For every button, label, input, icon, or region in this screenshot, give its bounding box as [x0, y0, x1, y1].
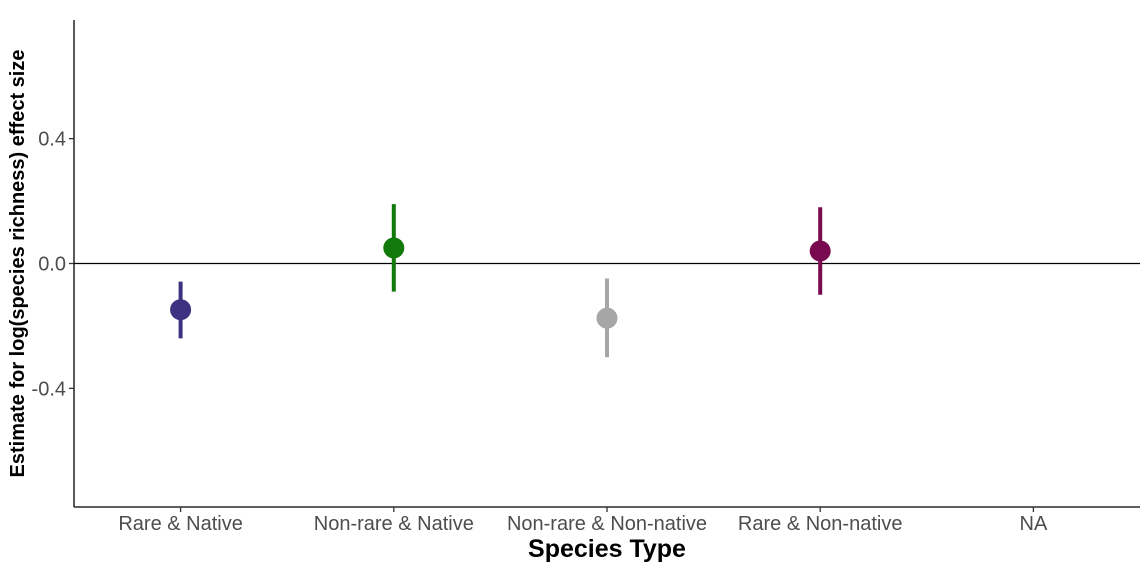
x-tick-label: Non-rare & Non-native [507, 513, 707, 535]
x-axis-title: Species Type [528, 535, 686, 563]
estimate-point [170, 299, 192, 321]
x-tick-label: Rare & Non-native [738, 513, 903, 535]
x-tick-label: NA [1020, 513, 1048, 535]
x-tick-label: Rare & Native [118, 513, 243, 535]
y-axis-ticks: -0.4 0.0 0.4 [32, 129, 74, 400]
y-tick-label: -0.4 [32, 378, 66, 400]
x-tick-label: Non-rare & Native [314, 513, 474, 535]
y-tick-label: 0.4 [38, 129, 66, 151]
estimate-point [383, 237, 405, 259]
estimate-point [809, 240, 831, 262]
x-axis-ticks: Rare & Native Non-rare & Native Non-rare &… [118, 507, 1048, 535]
estimate-point [596, 307, 618, 329]
y-tick-label: 0.0 [38, 254, 66, 276]
data-marks [170, 204, 831, 358]
y-axis-title: Estimate for log(species richness) effec… [7, 50, 29, 478]
